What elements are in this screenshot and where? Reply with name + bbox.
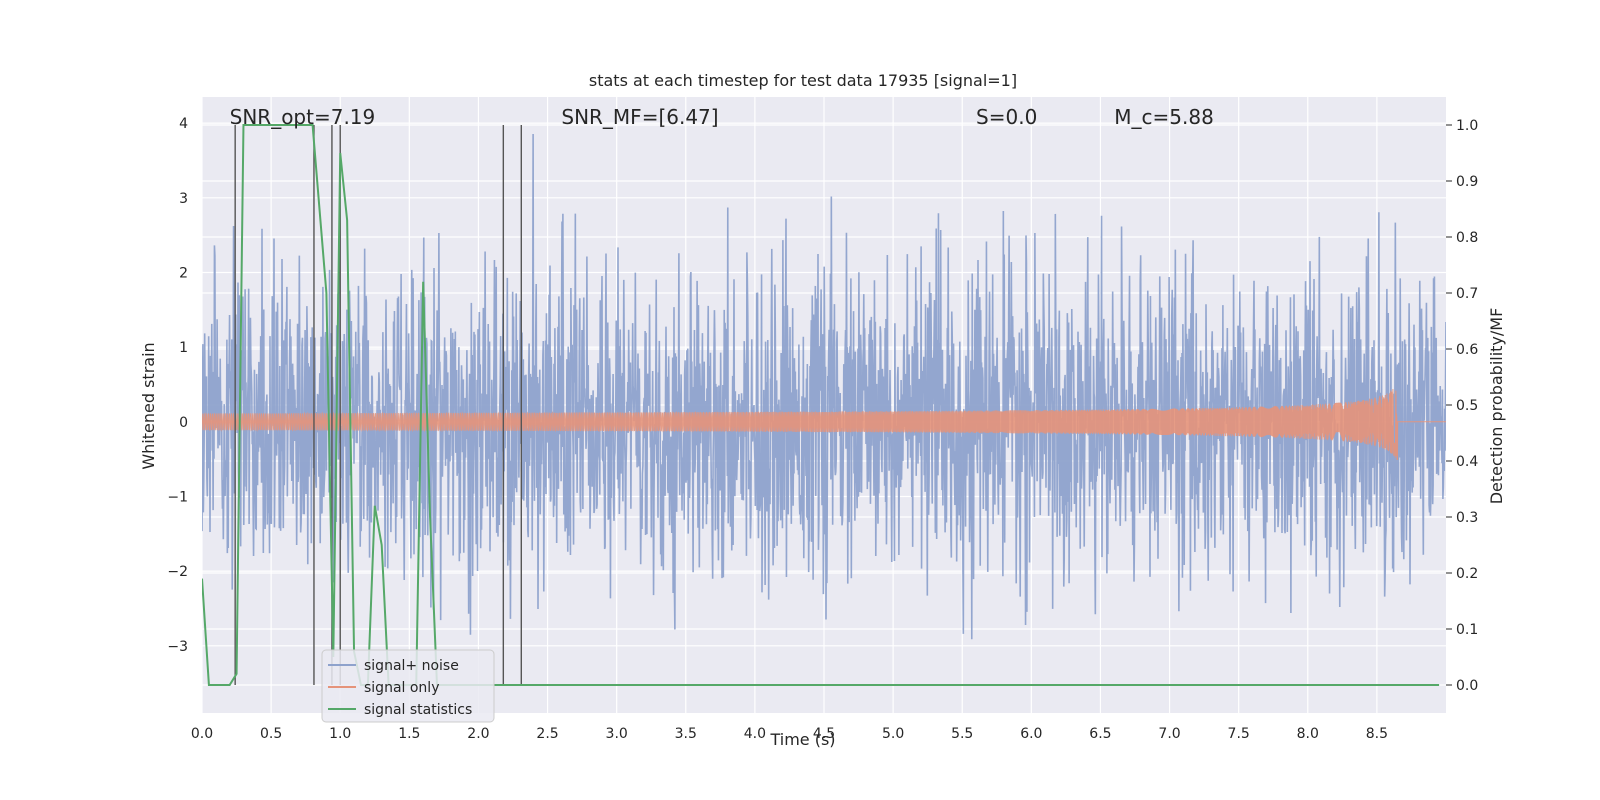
x-tick-label: 3.5 [675, 726, 697, 742]
y-left-tick-label: 2 [179, 265, 188, 281]
legend-label: signal+ noise [364, 658, 459, 674]
y-right-tick-label: 0.0 [1456, 678, 1478, 694]
signal-only-line [202, 389, 1446, 461]
x-tick-label: 6.5 [1089, 726, 1111, 742]
x-tick-label: 1.0 [329, 726, 351, 742]
signal-noise-series [202, 134, 1446, 640]
x-tick-label: 0.5 [260, 726, 282, 742]
signal-noise-line [202, 134, 1446, 640]
y-right-tick-label: 0.3 [1456, 510, 1478, 526]
x-tick-label: 7.5 [1228, 726, 1250, 742]
y-right-tick-label: 0.4 [1456, 454, 1478, 470]
y-left-tick-label: 0 [179, 415, 188, 431]
y-right-tick-label: 1.0 [1456, 118, 1478, 134]
y-left-tick-label: 4 [179, 116, 188, 132]
y-right-tick-label: 0.9 [1456, 174, 1478, 190]
y-left-tick-label: −1 [167, 489, 188, 505]
y-left-tick-label: 3 [179, 191, 188, 207]
x-tick-label: 2.0 [467, 726, 489, 742]
x-tick-label: 7.0 [1158, 726, 1180, 742]
y-right-tick-label: 0.5 [1456, 398, 1478, 414]
annotation-mc-value: M_c=5.88 [1114, 105, 1214, 129]
x-tick-label: 5.5 [951, 726, 973, 742]
y-left-tick-label: 1 [179, 340, 188, 356]
y-axis-left-label: Whitened strain [139, 342, 158, 469]
legend-label: signal statistics [364, 702, 472, 718]
y-left-tick-label: −3 [167, 639, 188, 655]
x-tick-label: 4.0 [744, 726, 766, 742]
legend: signal+ noise signal only signal statistic… [321, 649, 495, 723]
y-right-tick-label: 0.6 [1456, 342, 1478, 358]
x-tick-label: 2.5 [536, 726, 558, 742]
signal-only-series [202, 389, 1446, 461]
x-tick-label: 5.0 [882, 726, 904, 742]
y-left-tick-label: −2 [167, 564, 188, 580]
x-tick-label: 8.0 [1297, 726, 1319, 742]
x-tick-label: 0.0 [191, 726, 213, 742]
y-axis-left-ticks: 4 3 2 1 0 −1 −2 −3 [167, 116, 188, 655]
x-tick-label: 8.5 [1366, 726, 1388, 742]
y-right-tick-label: 0.2 [1456, 566, 1478, 582]
y-right-tick-label: 0.8 [1456, 230, 1478, 246]
x-tick-label: 6.0 [1020, 726, 1042, 742]
y-axis-right-ticks: 1.0 0.9 0.8 0.7 0.6 0.5 0.4 0.3 0.2 0.1 0.0 [1446, 118, 1478, 694]
x-tick-label: 3.0 [606, 726, 628, 742]
legend-label: signal only [364, 680, 439, 696]
x-axis-label: Time (s) [769, 730, 835, 749]
x-axis-ticks: 0.0 0.5 1.0 1.5 2.0 2.5 3.0 3.5 4.0 4.5 5.0 5.5 6.0 6… [191, 726, 1388, 742]
legend-box [321, 649, 495, 723]
annotation-snr-opt: SNR_opt=7.19 [230, 105, 376, 129]
chart-title: stats at each timestep for test data 179… [589, 71, 1017, 90]
y-right-tick-label: 0.7 [1456, 286, 1478, 302]
y-right-tick-label: 0.1 [1456, 622, 1478, 638]
annotation-s-value: S=0.0 [976, 105, 1037, 129]
annotation-snr-mf: SNR_MF=[6.47] [561, 105, 718, 129]
stat-annotations: SNR_opt=7.19 SNR_MF=[6.47] S=0.0 M_c=5.88 [230, 105, 1214, 129]
y-axis-right-label: Detection probability/MF [1487, 308, 1506, 505]
x-tick-label: 4.5 [813, 726, 835, 742]
x-tick-label: 1.5 [398, 726, 420, 742]
